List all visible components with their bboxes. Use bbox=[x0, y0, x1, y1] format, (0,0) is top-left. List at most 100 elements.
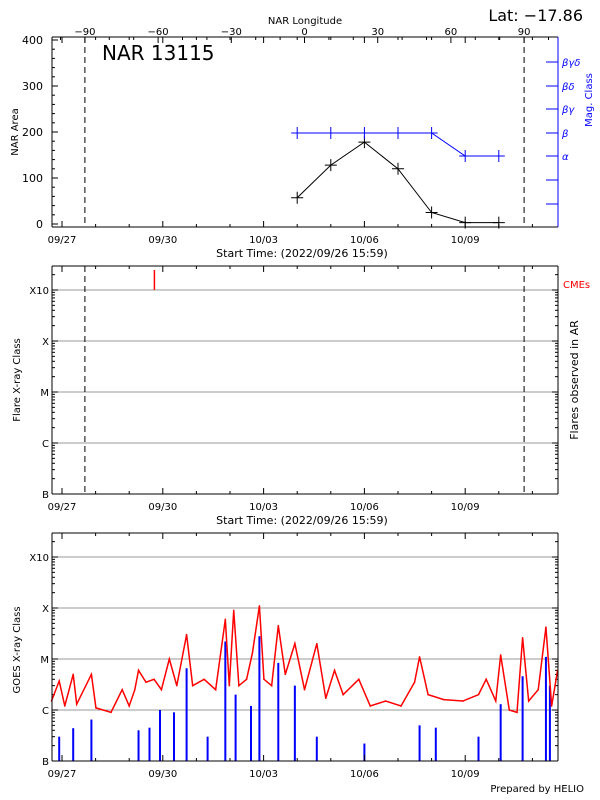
goes-long-data-point bbox=[516, 711, 518, 714]
goes-long-data-point bbox=[238, 684, 240, 687]
x-axis-title-1: Start Time: (2022/09/26 15:59) bbox=[216, 247, 388, 260]
x-tick-label: 09/27 bbox=[48, 235, 77, 246]
y-tick-label: X bbox=[42, 337, 49, 348]
goes-long-data-point bbox=[342, 693, 344, 696]
goes-long-data-point bbox=[191, 684, 194, 687]
goes-long-data-point bbox=[160, 688, 163, 691]
y-tick-label: C bbox=[42, 706, 49, 717]
goes-long-data-point bbox=[168, 658, 171, 660]
goes-long-data-point bbox=[134, 688, 136, 691]
y-tick-label: C bbox=[42, 439, 49, 450]
y2-tick-label: βδ bbox=[561, 82, 575, 93]
x-axis-title-2: Start Time: (2022/09/26 15:59) bbox=[216, 514, 388, 527]
y-axis-label-area: NAR Area bbox=[10, 108, 21, 155]
goes-long-data-point bbox=[214, 688, 217, 691]
y2-tick-label: βγδ bbox=[561, 58, 580, 69]
goes-long-data-point bbox=[462, 700, 464, 702]
y-tick-label: X10 bbox=[29, 553, 49, 564]
footer-credit: Prepared by HELIO bbox=[490, 784, 584, 795]
top-x-tick-label: 30 bbox=[371, 27, 384, 38]
x-tick-label: 10/09 bbox=[451, 769, 480, 780]
y-axis-label-flare-class: Flare X-ray Class bbox=[12, 338, 23, 422]
top-x-tick-label: −30 bbox=[221, 27, 242, 38]
y-tick-label: 0 bbox=[36, 218, 43, 231]
y-axis-label-goes-class: GOES X-ray Class bbox=[12, 606, 23, 693]
x-tick-label: 09/30 bbox=[148, 769, 177, 780]
goes-long-data-point bbox=[110, 711, 112, 714]
area-data-point bbox=[425, 206, 438, 219]
goes-long-data-point bbox=[427, 693, 429, 696]
latitude-label: Lat: −17.86 bbox=[488, 6, 583, 25]
area-data-point bbox=[392, 162, 404, 175]
goes-long-data-point bbox=[203, 678, 205, 681]
goes-long-data-point bbox=[270, 684, 273, 687]
x-tick-label: 10/06 bbox=[350, 235, 379, 246]
goes-long-data-point bbox=[232, 609, 235, 612]
goes-long-data-point bbox=[258, 605, 261, 607]
goes-long-data-point bbox=[153, 678, 155, 681]
y2-tick-label: βγ bbox=[561, 105, 575, 116]
x-tick-label: 10/03 bbox=[249, 235, 278, 246]
y-tick-label: 200 bbox=[22, 126, 43, 139]
goes-long-data-point bbox=[521, 637, 524, 639]
goes-long-data-point bbox=[58, 680, 60, 682]
y2-tick-label: α bbox=[562, 152, 569, 163]
x-tick-label: 10/09 bbox=[451, 502, 480, 513]
area-series-line bbox=[296, 141, 499, 224]
goes-long-data-point bbox=[545, 626, 547, 629]
mag-class-data-point bbox=[425, 127, 438, 139]
x-tick-label: 09/30 bbox=[148, 235, 177, 246]
top-x-tick-label: 0 bbox=[301, 27, 307, 38]
goes-long-data-point bbox=[251, 652, 254, 654]
goes-long-data-point bbox=[527, 700, 530, 702]
goes-long-data-point bbox=[176, 684, 178, 687]
goes-long-data-point bbox=[358, 678, 360, 681]
y-tick-label: X bbox=[42, 604, 49, 615]
goes-long-data-point bbox=[224, 618, 227, 621]
goes-long-data-point bbox=[284, 673, 287, 676]
mag-class-data-point bbox=[459, 150, 472, 162]
goes-long-data-point bbox=[95, 707, 97, 709]
goes-long-data-point bbox=[413, 681, 416, 684]
area-data-point bbox=[459, 216, 472, 229]
y-tick-label: 400 bbox=[22, 34, 43, 47]
top-x-tick-label: −60 bbox=[148, 27, 169, 38]
goes-long-data-point bbox=[333, 669, 336, 672]
x-tick-label: 10/06 bbox=[350, 769, 379, 780]
area-data-point bbox=[492, 216, 505, 229]
mag-class-data-point bbox=[392, 127, 404, 139]
goes-long-data-point bbox=[121, 688, 123, 691]
goes-long-data-point bbox=[508, 709, 511, 711]
goes-long-data-point bbox=[137, 669, 140, 672]
goes-long-data-point bbox=[277, 624, 280, 627]
goes-long-data-point bbox=[263, 678, 265, 681]
area-data-point bbox=[324, 159, 337, 172]
mag-class-data-point bbox=[492, 150, 505, 162]
top-x-tick-label: −90 bbox=[74, 27, 95, 38]
y2-axis-label-mag-class: Mag. Class bbox=[584, 73, 595, 127]
goes-long-data-point bbox=[72, 673, 74, 676]
goes-long-data-point bbox=[228, 684, 231, 687]
cme-legend-label: CMEs bbox=[563, 280, 590, 291]
x-tick-label: 09/30 bbox=[148, 502, 177, 513]
mag-class-data-point bbox=[291, 127, 304, 139]
y-tick-label: B bbox=[42, 490, 49, 501]
y-tick-label: B bbox=[42, 757, 49, 768]
goes-long-data-point bbox=[245, 678, 248, 681]
goes-long-data-point bbox=[185, 633, 188, 636]
top-x-tick-label: 90 bbox=[518, 27, 531, 38]
y-tick-label: M bbox=[40, 388, 49, 399]
y-tick-label: X10 bbox=[29, 286, 49, 297]
y2-tick-label: β bbox=[561, 129, 569, 140]
goes-long-data-point bbox=[400, 705, 402, 707]
goes-long-data-point bbox=[145, 681, 147, 684]
x-tick-label: 10/03 bbox=[249, 769, 278, 780]
goes-long-data-point bbox=[75, 703, 78, 705]
y-tick-label: 300 bbox=[22, 80, 43, 93]
goes-long-data-point bbox=[128, 705, 130, 707]
goes-long-data-point bbox=[494, 700, 497, 702]
top-x-tick-label: 60 bbox=[445, 27, 458, 38]
goes-long-data-point bbox=[369, 705, 372, 707]
mag-class-data-point bbox=[358, 127, 371, 139]
